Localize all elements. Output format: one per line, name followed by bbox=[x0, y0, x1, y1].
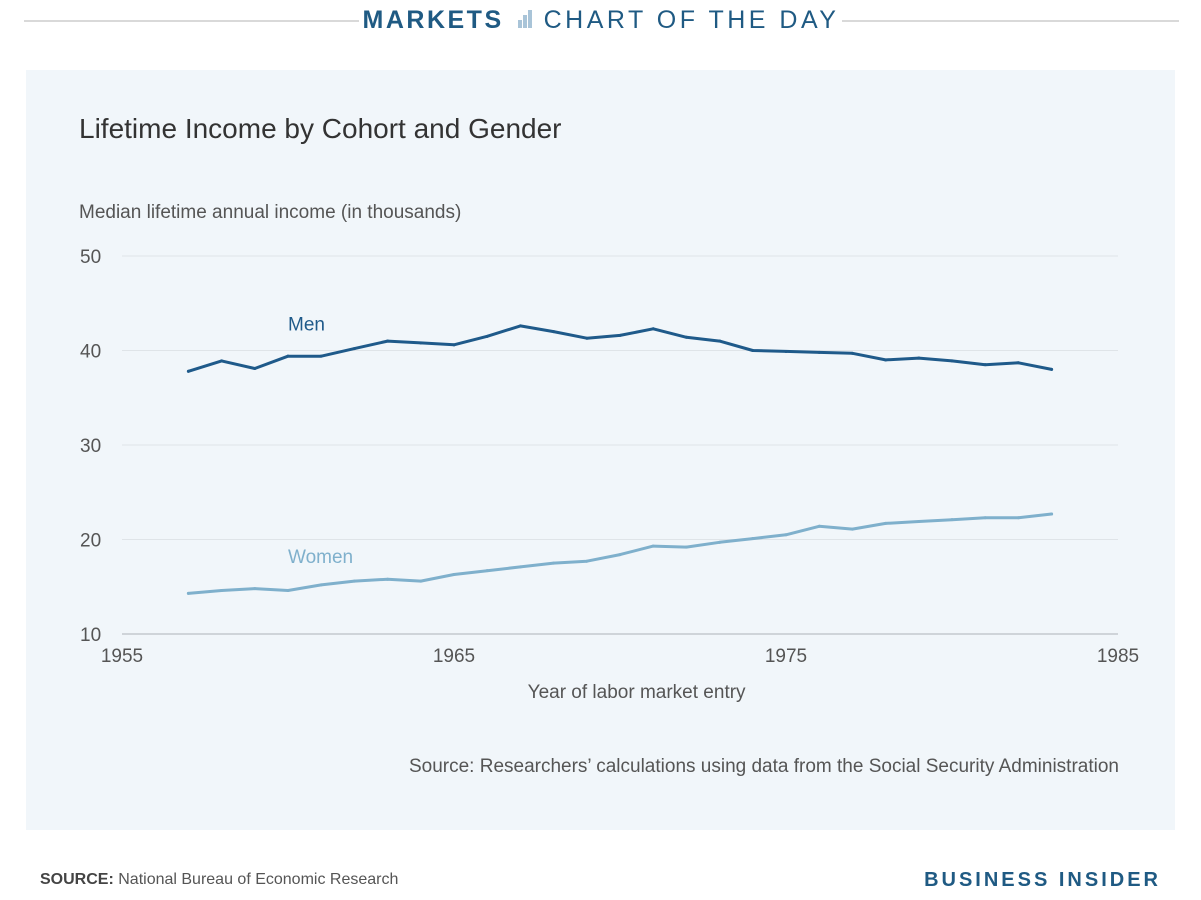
data-point-men bbox=[1016, 361, 1020, 365]
x-tick-label: 1955 bbox=[101, 646, 143, 667]
y-tick-label: 30 bbox=[80, 436, 101, 457]
data-point-women bbox=[651, 544, 655, 548]
data-point-men bbox=[718, 339, 722, 343]
x-axis-label: Year of labor market entry bbox=[528, 682, 746, 703]
data-point-women bbox=[1050, 512, 1054, 516]
markets-label: MARKETS bbox=[362, 6, 504, 34]
data-point-women bbox=[220, 589, 224, 593]
data-point-women bbox=[286, 589, 290, 593]
data-point-men bbox=[419, 341, 423, 345]
x-tick-label: 1965 bbox=[433, 646, 475, 667]
data-point-women bbox=[1016, 516, 1020, 520]
business-insider-logo: BUSINESS INSIDER bbox=[924, 869, 1161, 891]
data-point-men bbox=[319, 354, 323, 358]
data-point-men bbox=[983, 363, 987, 367]
data-point-men bbox=[186, 369, 190, 373]
data-point-women bbox=[817, 524, 821, 528]
y-tick-label: 40 bbox=[80, 342, 101, 363]
data-point-men bbox=[950, 359, 954, 363]
data-point-women bbox=[585, 559, 589, 563]
data-point-women bbox=[751, 537, 755, 541]
data-point-women bbox=[718, 540, 722, 544]
data-point-men bbox=[784, 349, 788, 353]
data-point-women bbox=[618, 553, 622, 557]
line-chart: 10 20 30 40 50 1955 1965 1975 1985 Median lifetim… bbox=[79, 202, 1139, 703]
data-point-women bbox=[452, 572, 456, 576]
data-point-women bbox=[950, 518, 954, 522]
y-tick-label: 20 bbox=[80, 531, 101, 552]
footer-source-label: SOURCE: bbox=[40, 871, 114, 888]
data-point-men bbox=[684, 335, 688, 339]
data-point-men bbox=[220, 359, 224, 363]
header-text: MARKETS CHART OF THE DAY bbox=[362, 6, 840, 35]
chart-title: Lifetime Income by Cohort and Gender bbox=[79, 113, 562, 144]
data-point-men bbox=[618, 333, 622, 337]
data-point-men bbox=[485, 334, 489, 338]
footer-source-text: National Bureau of Economic Research bbox=[118, 871, 399, 888]
data-point-women bbox=[850, 527, 854, 531]
header-rule-right bbox=[842, 20, 1179, 22]
data-point-men bbox=[651, 327, 655, 331]
data-point-men bbox=[518, 324, 522, 328]
data-point-men bbox=[817, 350, 821, 354]
data-point-men bbox=[352, 347, 356, 351]
y-tick-label: 10 bbox=[80, 625, 101, 646]
data-point-men bbox=[253, 366, 257, 370]
data-point-women bbox=[917, 520, 921, 524]
data-point-women bbox=[552, 561, 556, 565]
data-point-women bbox=[485, 569, 489, 573]
data-point-men bbox=[751, 349, 755, 352]
data-point-women bbox=[186, 591, 190, 595]
data-point-men bbox=[286, 354, 290, 358]
bar-chart-icon bbox=[517, 8, 534, 33]
data-point-men bbox=[386, 339, 390, 343]
data-point-men bbox=[850, 351, 854, 355]
y-tick-label: 50 bbox=[80, 247, 101, 268]
data-point-men bbox=[552, 330, 556, 334]
data-point-women bbox=[684, 545, 688, 549]
y-axis-label: Median lifetime annual income (in thousa… bbox=[79, 202, 461, 223]
data-point-women bbox=[253, 587, 257, 591]
data-point-women bbox=[983, 516, 987, 520]
data-point-women bbox=[784, 533, 788, 537]
data-point-women bbox=[518, 565, 522, 569]
x-tick-label: 1975 bbox=[765, 646, 807, 667]
header-rule-left bbox=[24, 20, 359, 22]
chart-source-note: Source: Researchers’ calculations using … bbox=[408, 756, 1119, 777]
data-point-women bbox=[419, 579, 423, 583]
footer-source: SOURCE: National Bureau of Economic Rese… bbox=[40, 871, 398, 889]
data-point-men bbox=[452, 343, 456, 347]
series-label-men: Men bbox=[288, 315, 325, 336]
series-label-women: Women bbox=[288, 547, 353, 568]
data-point-men bbox=[1050, 367, 1054, 371]
chart-of-the-day-label: CHART OF THE DAY bbox=[543, 6, 840, 34]
data-point-men bbox=[917, 356, 921, 360]
data-point-women bbox=[352, 579, 356, 583]
chart-of-the-day-header: MARKETS CHART OF THE DAY bbox=[0, 0, 1201, 44]
x-tick-label: 1985 bbox=[1097, 646, 1139, 667]
data-point-men bbox=[585, 336, 589, 340]
data-point-women bbox=[319, 583, 323, 587]
data-point-women bbox=[386, 577, 390, 581]
chart-panel: Lifetime Income by Cohort and Gender 10 2… bbox=[26, 70, 1175, 830]
data-point-women bbox=[884, 521, 888, 525]
data-point-men bbox=[884, 358, 888, 362]
